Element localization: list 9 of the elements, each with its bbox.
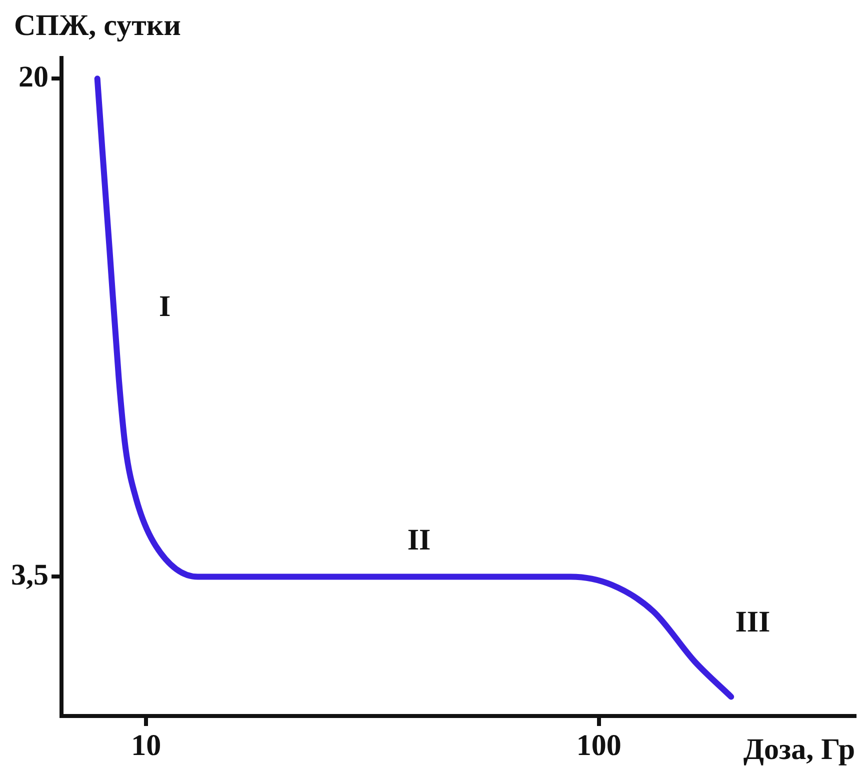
annotation: III	[735, 606, 770, 639]
x-tick-label: 100	[576, 728, 622, 762]
annotation: II	[407, 523, 431, 556]
y-tick-label: 3,5	[11, 558, 48, 592]
y-tick-label: 20	[18, 60, 48, 94]
y-axis-title: СПЖ, сутки	[14, 8, 181, 42]
annotation: I	[158, 290, 171, 323]
x-axis-title: Доза, Гр	[743, 732, 855, 766]
x-tick-label: 10	[131, 728, 162, 762]
